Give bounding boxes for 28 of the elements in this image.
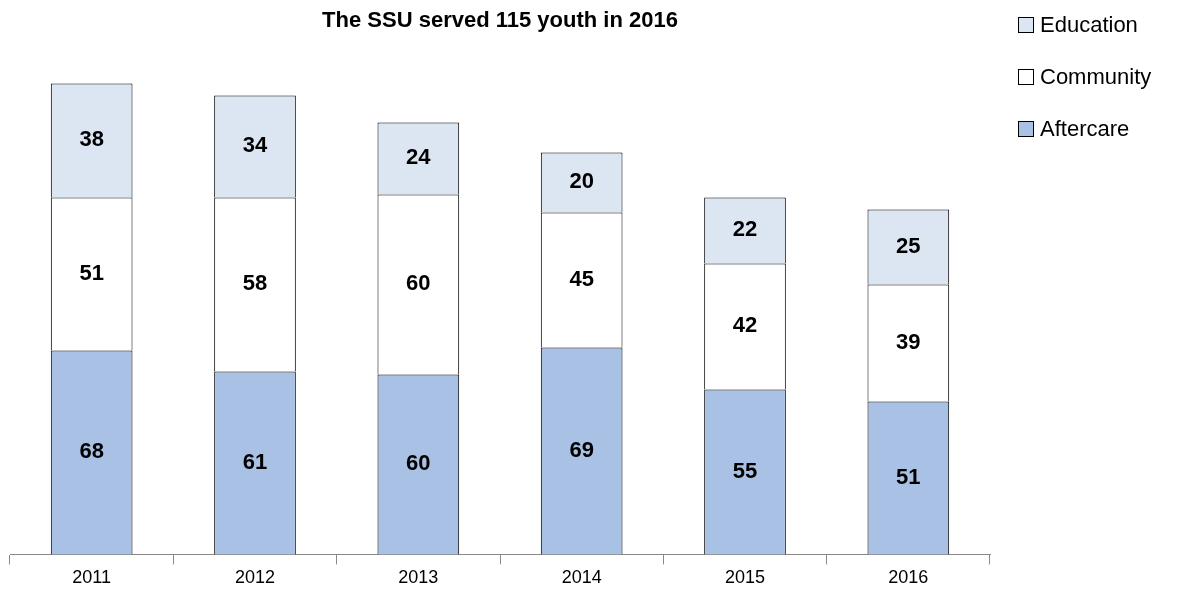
data-label: 51 (896, 463, 921, 489)
data-label: 58 (242, 270, 268, 296)
data-label: 60 (406, 450, 431, 476)
text: Community (1040, 64, 1152, 90)
x-tick-label: 2012 (234, 567, 276, 588)
data-label: 24 (406, 144, 432, 170)
data-label: 60 (406, 270, 431, 296)
data-label: 39 (896, 328, 921, 354)
data-label: 20 (569, 168, 594, 194)
data-label: 51 (79, 259, 104, 285)
x-tick-label: 2013 (398, 567, 439, 588)
data-label: 34 (242, 132, 268, 158)
data-label: 68 (79, 438, 104, 464)
data-label: 69 (569, 436, 594, 462)
x-tick-label: 2015 (724, 567, 766, 588)
data-label: 42 (732, 312, 758, 338)
legend-label: Aftercare (1040, 116, 1130, 142)
data-label: 45 (569, 265, 594, 291)
data-label: 22 (732, 216, 758, 242)
data-label: 25 (896, 232, 921, 258)
x-tick-label: 2016 (888, 567, 929, 588)
legend-label: Education (1040, 12, 1138, 38)
x-tick-label: 2014 (561, 567, 602, 588)
data-label: 55 (732, 457, 758, 483)
data-label: 38 (79, 126, 104, 152)
x-tick-label: 2011 (72, 567, 112, 588)
chart-title: The SSU served 115 youth in 2016 (322, 7, 678, 33)
data-label: 61 (242, 448, 268, 474)
